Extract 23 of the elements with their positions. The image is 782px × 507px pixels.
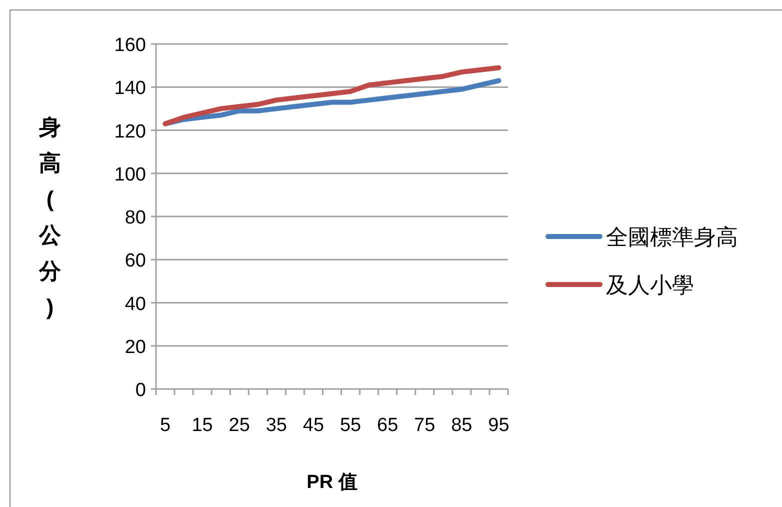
y-axis-title: 身高(公分) <box>38 114 62 320</box>
x-tick-label: 65 <box>377 415 398 436</box>
y-tick-label: 20 <box>124 336 146 358</box>
y-tick-label: 160 <box>114 35 146 56</box>
legend-label: 全國標準身高 <box>606 224 738 250</box>
x-tick-label: 25 <box>228 415 250 436</box>
x-tick-label: 95 <box>488 415 510 436</box>
y-tick-label: 100 <box>114 164 146 186</box>
y-tick-label: 0 <box>135 380 146 401</box>
x-tick-label: 35 <box>266 415 287 436</box>
x-tick-label: 55 <box>340 415 362 436</box>
x-tick-label: 75 <box>414 415 436 436</box>
y-tick-label: 80 <box>124 208 146 228</box>
x-axis-title: PR 值 <box>306 472 358 493</box>
y-tick-label: 60 <box>124 250 146 272</box>
y-tick-label: 40 <box>124 294 146 315</box>
y-tick-label: 140 <box>114 78 146 100</box>
x-tick-label: 5 <box>160 415 171 436</box>
legend-label: 及人小學 <box>606 272 694 298</box>
x-tick-label: 45 <box>302 415 324 436</box>
y-tick-label: 120 <box>114 121 146 142</box>
x-tick-label: 85 <box>451 415 472 436</box>
x-tick-label: 15 <box>192 415 213 436</box>
